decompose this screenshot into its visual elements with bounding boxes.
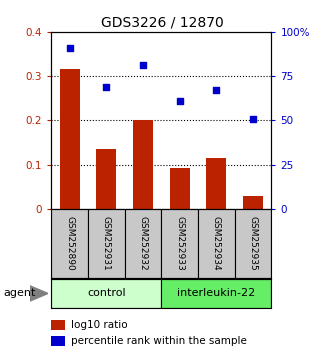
Bar [51,320,65,330]
Polygon shape [30,286,48,301]
Bar [96,149,117,209]
Bar [235,209,271,278]
Bar [51,279,161,308]
Point [214,87,219,93]
Point [140,63,146,68]
Text: GDS3226 / 12870: GDS3226 / 12870 [101,16,223,30]
Point [251,116,256,121]
Text: GSM252935: GSM252935 [249,216,258,271]
Point [67,45,72,51]
Text: GSM252934: GSM252934 [212,216,221,271]
Point [177,98,182,104]
Text: log10 ratio: log10 ratio [71,320,128,330]
Text: agent: agent [3,289,36,298]
Bar [243,195,263,209]
Bar [125,209,161,278]
Bar [51,336,65,346]
Text: interleukin-22: interleukin-22 [177,289,256,298]
Text: GSM252933: GSM252933 [175,216,184,271]
Bar [161,209,198,278]
Bar [169,168,190,209]
Bar [133,120,153,209]
Text: GSM252932: GSM252932 [138,216,148,271]
Text: GSM252890: GSM252890 [65,216,74,271]
Bar [60,69,80,209]
Text: control: control [87,289,126,298]
Text: GSM252931: GSM252931 [102,216,111,271]
Text: percentile rank within the sample: percentile rank within the sample [71,336,247,346]
Bar [51,209,88,278]
Bar [88,209,125,278]
Bar [161,279,271,308]
Bar [198,209,235,278]
Bar [206,158,226,209]
Point [104,84,109,90]
